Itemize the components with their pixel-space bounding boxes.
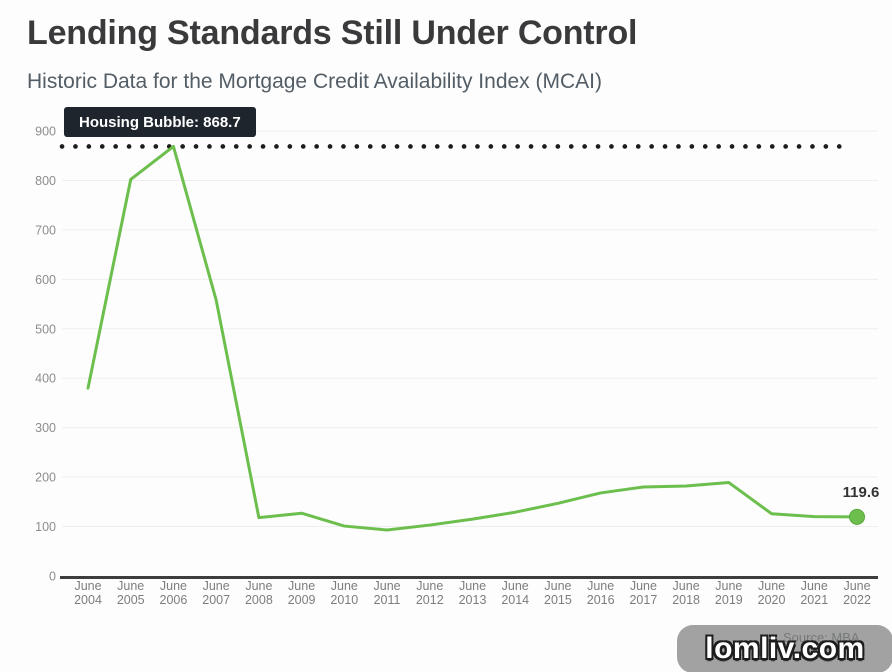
x-tick-2018: June 2018 [672, 579, 700, 607]
x-tick-2004: June 2004 [74, 579, 102, 607]
page-subtitle: Historic Data for the Mortgage Credit Av… [27, 70, 602, 93]
y-tick-100: 100 [35, 520, 56, 534]
x-tick-2021: June 2021 [800, 579, 828, 607]
y-tick-700: 700 [35, 223, 56, 237]
x-axis-tick-labels: June 2004 June 2005 June 2006 June 2007 June 2008… [74, 579, 871, 607]
watermark-badge: lomliv.com [677, 625, 892, 672]
housing-bubble-callout: Housing Bubble: 868.7 [64, 107, 256, 137]
y-tick-600: 600 [35, 273, 56, 287]
x-tick-2005: June 2005 [117, 579, 145, 607]
y-axis-tick-labels: 0 100 200 300 400 500 600 700 800 900 [35, 125, 56, 584]
mcai-series-line [86, 144, 859, 532]
y-tick-800: 800 [35, 174, 56, 188]
x-tick-2011: June 2011 [374, 579, 401, 607]
x-tick-2016: June 2016 [587, 579, 615, 607]
x-tick-2014: June 2014 [501, 579, 529, 607]
x-tick-2015: June 2015 [544, 579, 572, 607]
latest-point-marker [849, 508, 865, 525]
y-tick-300: 300 [35, 421, 56, 435]
x-tick-2010: June 2010 [330, 579, 358, 607]
y-tick-400: 400 [35, 372, 56, 386]
x-tick-2006: June 2006 [160, 579, 188, 607]
x-tick-2020: June 2020 [758, 579, 786, 607]
x-tick-2012: June 2012 [416, 579, 444, 607]
y-tick-200: 200 [35, 471, 56, 485]
x-tick-2019: June 2019 [715, 579, 743, 607]
latest-value-label: 119.6 [843, 484, 880, 501]
y-tick-500: 500 [35, 322, 56, 336]
watermark-text: lomliv.com [705, 632, 865, 665]
y-tick-0: 0 [49, 570, 56, 584]
y-tick-900: 900 [35, 125, 56, 139]
x-tick-2009: June 2009 [288, 579, 316, 607]
x-tick-2008: June 2008 [245, 579, 273, 607]
x-tick-2017: June 2017 [629, 579, 657, 607]
x-tick-2013: June 2013 [459, 579, 487, 607]
page-title: Lending Standards Still Under Control [27, 14, 638, 52]
x-tick-2007: June 2007 [202, 579, 230, 607]
x-tick-2022: June 2022 [843, 579, 871, 607]
housing-bubble-label: Housing Bubble: 868.7 [79, 113, 241, 131]
